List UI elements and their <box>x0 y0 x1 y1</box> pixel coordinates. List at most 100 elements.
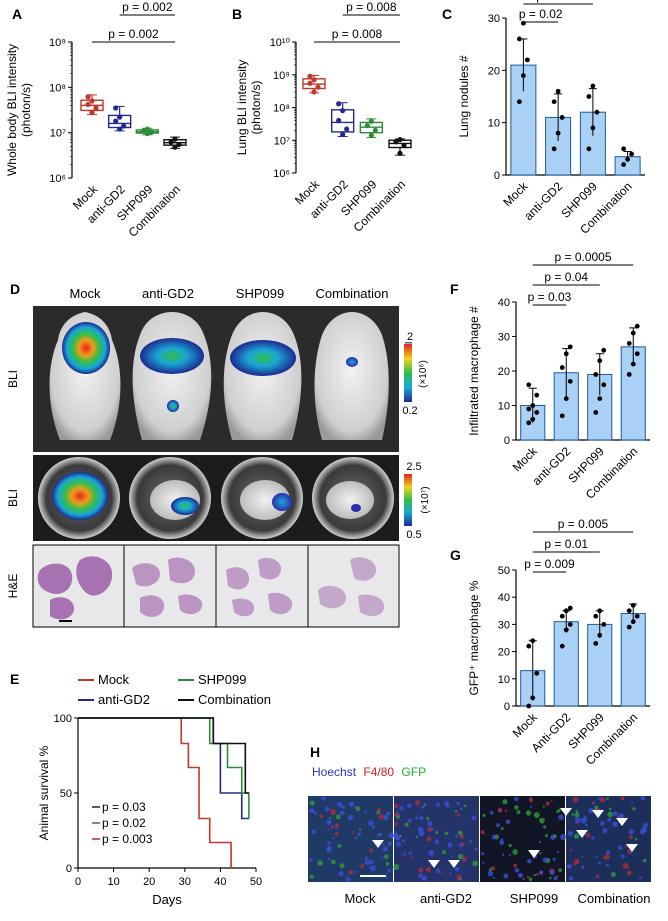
micro-cell <box>426 836 432 842</box>
micro-cell <box>442 850 447 855</box>
data-point <box>567 605 573 611</box>
micro-cell <box>394 822 398 826</box>
micro-cell <box>444 831 449 836</box>
y-tick-label: 20 <box>498 647 510 659</box>
micro-cell <box>415 800 421 806</box>
micro-cell <box>335 814 341 820</box>
micro-cell <box>460 807 463 811</box>
y-axis-title: Infiltrated macrophage # <box>467 306 481 436</box>
micro-cell <box>313 811 318 815</box>
micro-cell <box>558 868 563 872</box>
micro-cell <box>552 857 556 861</box>
panel-h-images: Hoechst F4/80 GFP Mock anti-GD2 SHP099 C… <box>308 765 651 906</box>
x-category-label: Mock <box>510 710 541 741</box>
p-value-label: p = 0.02 <box>519 7 563 21</box>
panel-label-e: E <box>10 671 19 687</box>
data-point <box>85 101 91 108</box>
micro-cell <box>393 812 399 817</box>
micro-cell <box>472 860 479 867</box>
micro-cell <box>618 813 625 820</box>
arrowhead-marker <box>428 860 440 868</box>
micro-cell <box>459 878 462 881</box>
micro-cell <box>610 872 616 878</box>
micro-cell <box>628 834 633 839</box>
data-point <box>567 622 573 627</box>
micro-cell <box>539 817 545 824</box>
y-tick-label: 0 <box>66 863 72 875</box>
micro-cell <box>407 818 412 823</box>
micro-cell <box>454 866 460 872</box>
micro-cell <box>463 804 467 807</box>
micro-cell <box>338 871 344 877</box>
micro-cell <box>386 811 391 816</box>
micro-cell <box>436 868 441 874</box>
data-point <box>621 146 627 152</box>
y-tick-label: 50 <box>60 788 72 800</box>
y-tick-label: 40 <box>498 592 510 604</box>
micro-cell <box>435 830 439 834</box>
micro-cell <box>529 805 533 808</box>
x-tick-label: 0 <box>75 876 81 888</box>
micro-cell <box>423 803 427 806</box>
micro-cell <box>411 856 414 859</box>
bar-Combination <box>620 613 646 707</box>
micro-cell <box>415 835 418 839</box>
micro-cell <box>592 802 595 805</box>
micro-cell <box>567 830 574 836</box>
data-point <box>586 94 592 99</box>
micro-cell <box>330 825 335 829</box>
micro-cell <box>542 857 548 863</box>
arrowhead-marker <box>528 850 540 858</box>
h-col-combination: Combination <box>578 891 651 906</box>
micro-cell <box>337 844 342 848</box>
micro-cell <box>364 810 367 814</box>
chart-f: 010203040Mockanti-GD2SHP099Combinationp … <box>467 250 650 502</box>
micro-cell <box>471 815 477 821</box>
data-point <box>393 139 399 145</box>
micro-cell <box>492 876 496 879</box>
data-point <box>626 608 632 614</box>
micro-cell <box>348 869 354 875</box>
micro-cell <box>421 805 425 809</box>
micro-cell <box>533 812 540 818</box>
y-tick-label: 30 <box>488 13 500 25</box>
micro-cell <box>505 819 511 825</box>
micro-cell <box>514 805 519 810</box>
micro-cell <box>481 852 485 856</box>
micro-cell <box>642 858 647 863</box>
micro-cell <box>328 857 331 861</box>
y-tick-label: 30 <box>498 332 510 344</box>
data-point <box>524 57 530 63</box>
p-value-label: p = 0.008 <box>332 27 383 41</box>
micro-cell <box>639 829 645 835</box>
micro-cell <box>450 854 453 858</box>
micro-cell <box>545 801 550 806</box>
micro-cell <box>457 853 464 860</box>
data-point <box>629 151 635 157</box>
data-point <box>121 123 127 129</box>
micro-cell <box>329 816 332 820</box>
chart-g: 01020304050MockAnti-GD2SHP099Combination… <box>467 517 650 768</box>
data-point <box>563 627 569 633</box>
micro-cell <box>441 871 444 874</box>
y-tick-label: 30 <box>498 619 510 631</box>
legend-label: Combination <box>198 692 271 707</box>
mouse-mock <box>49 312 121 440</box>
micro-cell <box>369 848 374 853</box>
d-col-mock: Mock <box>69 286 101 301</box>
micro-cell <box>549 870 555 876</box>
micro-cell <box>560 834 567 841</box>
micro-cell <box>528 877 533 882</box>
scale2-min: 0.5 <box>406 529 421 541</box>
micro-cell <box>426 867 431 873</box>
data-point <box>593 613 599 619</box>
x-tick-label: 20 <box>143 876 155 888</box>
data-point <box>397 136 403 143</box>
micro-cell <box>482 861 485 864</box>
p-value-label: p = 0.009 <box>524 557 575 571</box>
survival-line-Mock <box>78 717 232 868</box>
micro-cell <box>308 858 313 862</box>
y-tick-label: 10⁸ <box>49 82 66 94</box>
